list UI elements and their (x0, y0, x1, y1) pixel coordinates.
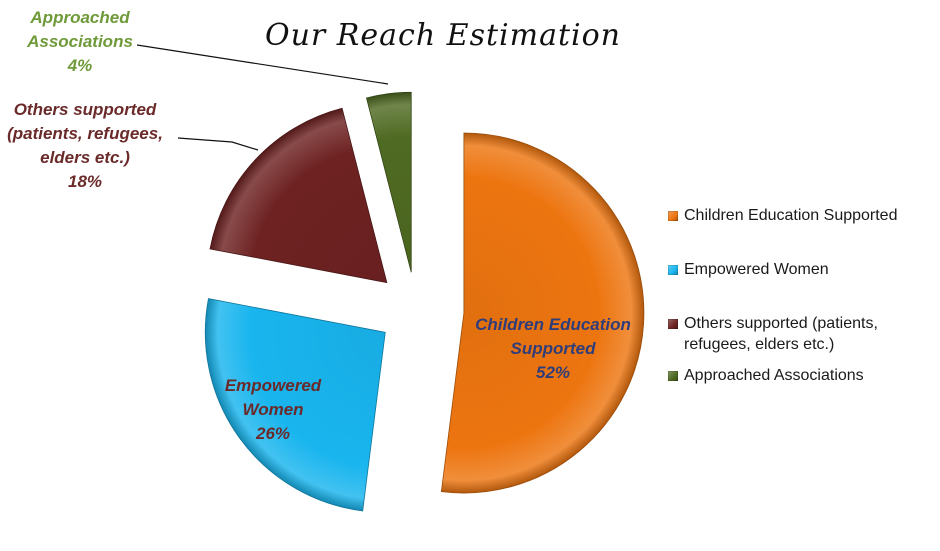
data-label-line: Approached (29, 8, 130, 27)
data-label-line: (patients, refugees, (7, 124, 163, 143)
data-label-line: 4% (67, 56, 93, 75)
data-label-line: Empowered (225, 376, 322, 395)
legend-item: Empowered Women (668, 259, 934, 280)
legend-swatch (668, 319, 678, 329)
legend-label: Approached Associations (684, 367, 864, 384)
data-label-line: Children Education (475, 315, 631, 334)
legend-label: Empowered Women (684, 261, 829, 278)
pie-slice-3 (209, 107, 388, 284)
data-label-line: Associations (26, 32, 133, 51)
data-label-line: elders etc.) (40, 148, 130, 167)
data-label-line: Supported (511, 339, 597, 358)
legend-item: Children Education Supported (668, 205, 934, 226)
data-labels: Children Education Supported 52% Empowered W… (7, 8, 631, 443)
data-label-4: Approached Associations 4% (26, 8, 133, 75)
legend-label: Children Education Supported (684, 207, 898, 224)
legend-item: Approached Associations (668, 365, 934, 386)
data-label-3: Others supported (patients, refugees, elde… (7, 100, 163, 191)
leader-line-4 (136, 44, 389, 85)
data-label-line: Others supported (14, 100, 157, 119)
leader-lines (136, 44, 389, 151)
data-label-line: 18% (68, 172, 102, 191)
pie-slice-2 (204, 298, 386, 512)
legend-swatch (668, 371, 678, 381)
pie-slice-1 (440, 132, 645, 494)
data-label-line: Women (242, 400, 303, 419)
data-label-line: 52% (536, 363, 570, 382)
legend-swatch (668, 265, 678, 275)
legend-item: Others supported (patients, refugees, el… (668, 313, 934, 355)
data-label-line: 26% (255, 424, 290, 443)
legend-label: Others supported (patients, refugees, el… (684, 315, 878, 353)
legend-swatch (668, 211, 678, 221)
chart-title: Our Reach Estimation (265, 18, 621, 53)
pie-slice-4 (365, 91, 412, 273)
data-label-1: Children Education Supported 52% (475, 315, 631, 382)
leader-line-3 (177, 137, 259, 151)
data-label-2: Empowered Women 26% (225, 376, 322, 443)
pie-slices (204, 91, 645, 512)
